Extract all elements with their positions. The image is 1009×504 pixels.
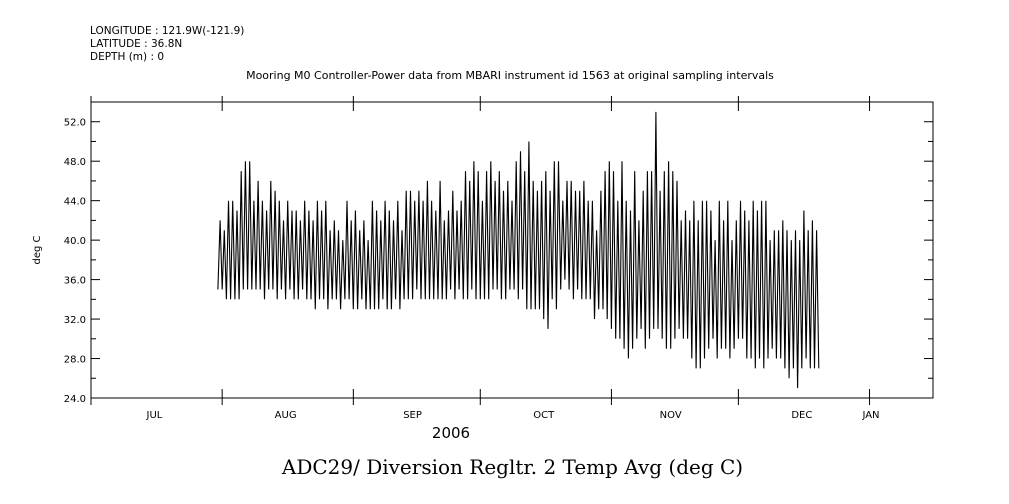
y-tick-label: 28.0 <box>64 355 86 366</box>
x-tick-label: DEC <box>791 410 812 421</box>
y-tick-label: 52.0 <box>64 118 86 129</box>
y-tick-label: 36.0 <box>64 276 86 287</box>
y-tick-label: 32.0 <box>64 315 86 326</box>
y-tick-label: 24.0 <box>64 394 86 405</box>
x-tick-label: JAN <box>861 410 879 421</box>
y-tick-label: 48.0 <box>64 157 86 168</box>
x-tick-label: SEP <box>403 410 422 421</box>
variable-title: ADC29/ Diversion Regltr. 2 Temp Avg (deg… <box>281 455 744 479</box>
y-axis-label: deg C <box>32 235 43 264</box>
depth-label: DEPTH (m) : 0 <box>90 51 165 63</box>
temperature-series-line <box>217 111 820 389</box>
latitude-label: LATITUDE : 36.8N <box>90 38 183 50</box>
x-tick-label: JUL <box>146 410 163 421</box>
chart-title: Mooring M0 Controller-Power data from MB… <box>246 69 774 82</box>
y-tick-label: 40.0 <box>64 236 86 247</box>
x-tick-label: OCT <box>533 410 555 421</box>
x-tick-label: NOV <box>660 410 682 421</box>
longitude-label: LONGITUDE : 121.9W(-121.9) <box>90 25 245 37</box>
x-tick-label: AUG <box>275 410 297 421</box>
y-tick-label: 44.0 <box>64 197 86 208</box>
x-axis-year-label: 2006 <box>432 424 470 442</box>
plot-frame <box>90 101 934 399</box>
